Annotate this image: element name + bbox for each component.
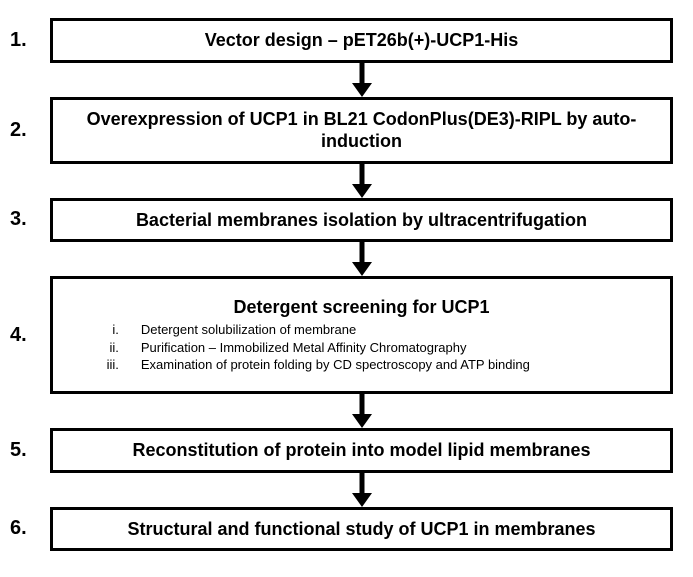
step-title-1: Vector design – pET26b(+)-UCP1-His xyxy=(205,29,519,52)
sub-text: Detergent solubilization of membrane xyxy=(141,322,630,338)
step-number-3: 3. xyxy=(10,208,27,231)
sub-list-4: i.Detergent solubilization of membraneii… xyxy=(93,322,630,374)
arrow-down xyxy=(50,394,673,428)
step-number-6: 6. xyxy=(10,517,27,540)
step-row-6: 6.Structural and functional study of UCP… xyxy=(50,507,673,552)
step-title-2: Overexpression of UCP1 in BL21 CodonPlus… xyxy=(63,108,660,153)
step-row-5: 5.Reconstitution of protein into model l… xyxy=(50,428,673,473)
step-box-2: Overexpression of UCP1 in BL21 CodonPlus… xyxy=(50,97,673,164)
step-number-1: 1. xyxy=(10,29,27,52)
step-row-1: 1.Vector design – pET26b(+)-UCP1-His xyxy=(50,18,673,63)
sub-marker: i. xyxy=(93,322,141,338)
sub-item: iii.Examination of protein folding by CD… xyxy=(93,357,630,373)
step-number-5: 5. xyxy=(10,439,27,462)
step-title-4: Detergent screening for UCP1 xyxy=(233,296,489,319)
sub-item: ii.Purification – Immobilized Metal Affi… xyxy=(93,340,630,356)
step-box-1: Vector design – pET26b(+)-UCP1-His xyxy=(50,18,673,63)
step-box-5: Reconstitution of protein into model lip… xyxy=(50,428,673,473)
step-title-3: Bacterial membranes isolation by ultrace… xyxy=(136,209,587,232)
step-title-5: Reconstitution of protein into model lip… xyxy=(132,439,590,462)
step-number-4: 4. xyxy=(10,324,27,347)
step-box-6: Structural and functional study of UCP1 … xyxy=(50,507,673,552)
arrow-down xyxy=(50,164,673,198)
sub-item: i.Detergent solubilization of membrane xyxy=(93,322,630,338)
step-row-3: 3.Bacterial membranes isolation by ultra… xyxy=(50,198,673,243)
sub-marker: ii. xyxy=(93,340,141,356)
arrow-down xyxy=(50,242,673,276)
arrow-down xyxy=(50,63,673,97)
sub-marker: iii. xyxy=(93,357,141,373)
step-row-4: 4.Detergent screening for UCP1i.Detergen… xyxy=(50,276,673,394)
step-box-3: Bacterial membranes isolation by ultrace… xyxy=(50,198,673,243)
flowchart-container: 1.Vector design – pET26b(+)-UCP1-His 2.O… xyxy=(50,18,673,551)
step-title-6: Structural and functional study of UCP1 … xyxy=(127,518,595,541)
step-row-2: 2.Overexpression of UCP1 in BL21 CodonPl… xyxy=(50,97,673,164)
arrow-down xyxy=(50,473,673,507)
step-number-2: 2. xyxy=(10,119,27,142)
sub-text: Purification – Immobilized Metal Affinit… xyxy=(141,340,630,356)
step-box-4: Detergent screening for UCP1 i.Detergent … xyxy=(50,276,673,394)
sub-text: Examination of protein folding by CD spe… xyxy=(141,357,630,373)
